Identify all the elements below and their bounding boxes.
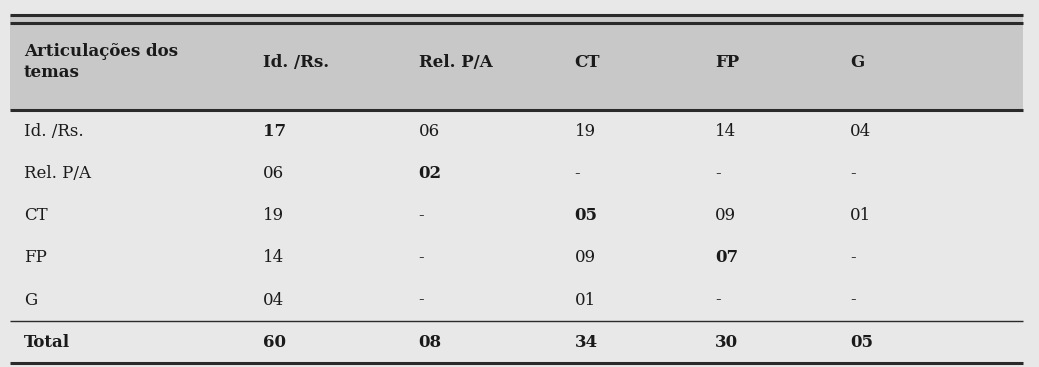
Text: 14: 14 bbox=[263, 249, 284, 266]
Text: -: - bbox=[850, 249, 855, 266]
Text: 05: 05 bbox=[575, 207, 597, 224]
Text: G: G bbox=[850, 54, 864, 71]
Text: 06: 06 bbox=[419, 123, 439, 140]
Text: 07: 07 bbox=[715, 249, 738, 266]
Text: Id. /Rs.: Id. /Rs. bbox=[263, 54, 329, 71]
Text: 09: 09 bbox=[715, 207, 736, 224]
Text: 02: 02 bbox=[419, 165, 442, 182]
Text: 06: 06 bbox=[263, 165, 284, 182]
Text: -: - bbox=[419, 249, 424, 266]
Text: FP: FP bbox=[715, 54, 739, 71]
Text: -: - bbox=[715, 165, 720, 182]
Text: 34: 34 bbox=[575, 334, 597, 351]
Text: Total: Total bbox=[24, 334, 70, 351]
Bar bbox=[10, 15, 1023, 110]
Text: Id. /Rs.: Id. /Rs. bbox=[24, 123, 83, 140]
Text: CT: CT bbox=[24, 207, 48, 224]
Text: 08: 08 bbox=[419, 334, 442, 351]
Text: Rel. P/A: Rel. P/A bbox=[419, 54, 492, 71]
Text: 30: 30 bbox=[715, 334, 738, 351]
Text: FP: FP bbox=[24, 249, 47, 266]
Text: 17: 17 bbox=[263, 123, 286, 140]
Text: G: G bbox=[24, 291, 37, 309]
Text: -: - bbox=[419, 291, 424, 309]
Text: CT: CT bbox=[575, 54, 601, 71]
Text: -: - bbox=[715, 291, 720, 309]
Text: 09: 09 bbox=[575, 249, 595, 266]
Text: Rel. P/A: Rel. P/A bbox=[24, 165, 90, 182]
Text: 19: 19 bbox=[575, 123, 595, 140]
Text: 05: 05 bbox=[850, 334, 873, 351]
Text: 14: 14 bbox=[715, 123, 736, 140]
Text: -: - bbox=[575, 165, 580, 182]
Text: -: - bbox=[850, 291, 855, 309]
Text: -: - bbox=[850, 165, 855, 182]
Text: 19: 19 bbox=[263, 207, 284, 224]
Text: 04: 04 bbox=[850, 123, 871, 140]
Text: 01: 01 bbox=[575, 291, 595, 309]
Text: Articulações dos
temas: Articulações dos temas bbox=[24, 43, 178, 81]
Text: 01: 01 bbox=[850, 207, 871, 224]
Text: -: - bbox=[419, 207, 424, 224]
Bar bbox=[10, 110, 1023, 363]
Text: 60: 60 bbox=[263, 334, 286, 351]
Text: 04: 04 bbox=[263, 291, 284, 309]
